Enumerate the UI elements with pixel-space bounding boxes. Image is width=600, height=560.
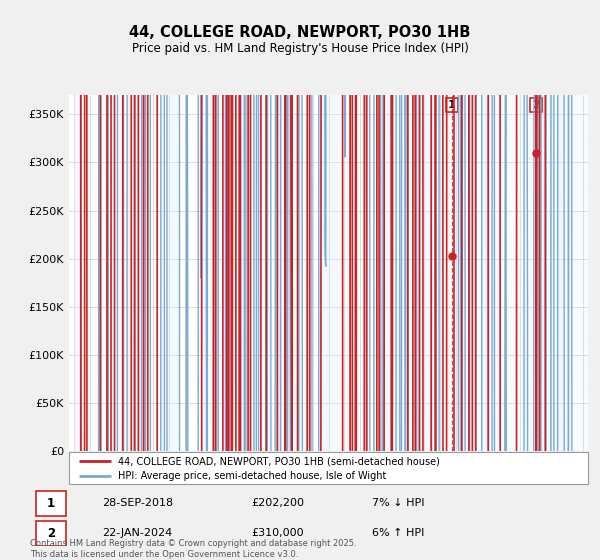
Text: HPI: Average price, semi-detached house, Isle of Wight: HPI: Average price, semi-detached house,…: [118, 472, 386, 481]
Text: 2: 2: [47, 526, 55, 540]
Text: 2: 2: [532, 100, 540, 110]
Text: Price paid vs. HM Land Registry's House Price Index (HPI): Price paid vs. HM Land Registry's House …: [131, 42, 469, 55]
Text: 44, COLLEGE ROAD, NEWPORT, PO30 1HB (semi-detached house): 44, COLLEGE ROAD, NEWPORT, PO30 1HB (sem…: [118, 456, 440, 466]
Text: 6% ↑ HPI: 6% ↑ HPI: [372, 528, 425, 538]
Text: 22-JAN-2024: 22-JAN-2024: [102, 528, 172, 538]
Text: 44, COLLEGE ROAD, NEWPORT, PO30 1HB: 44, COLLEGE ROAD, NEWPORT, PO30 1HB: [130, 25, 470, 40]
Text: Contains HM Land Registry data © Crown copyright and database right 2025.
This d: Contains HM Land Registry data © Crown c…: [30, 539, 356, 559]
Text: 1: 1: [47, 497, 55, 510]
Text: 7% ↓ HPI: 7% ↓ HPI: [372, 498, 425, 508]
FancyBboxPatch shape: [35, 521, 66, 546]
Bar: [536, 95, 591, 451]
FancyBboxPatch shape: [35, 491, 66, 516]
Text: £310,000: £310,000: [251, 528, 304, 538]
Text: 28-SEP-2018: 28-SEP-2018: [102, 498, 173, 508]
Text: £202,200: £202,200: [251, 498, 304, 508]
Text: 1: 1: [448, 100, 456, 110]
FancyBboxPatch shape: [69, 452, 588, 484]
Bar: [452, 95, 536, 451]
